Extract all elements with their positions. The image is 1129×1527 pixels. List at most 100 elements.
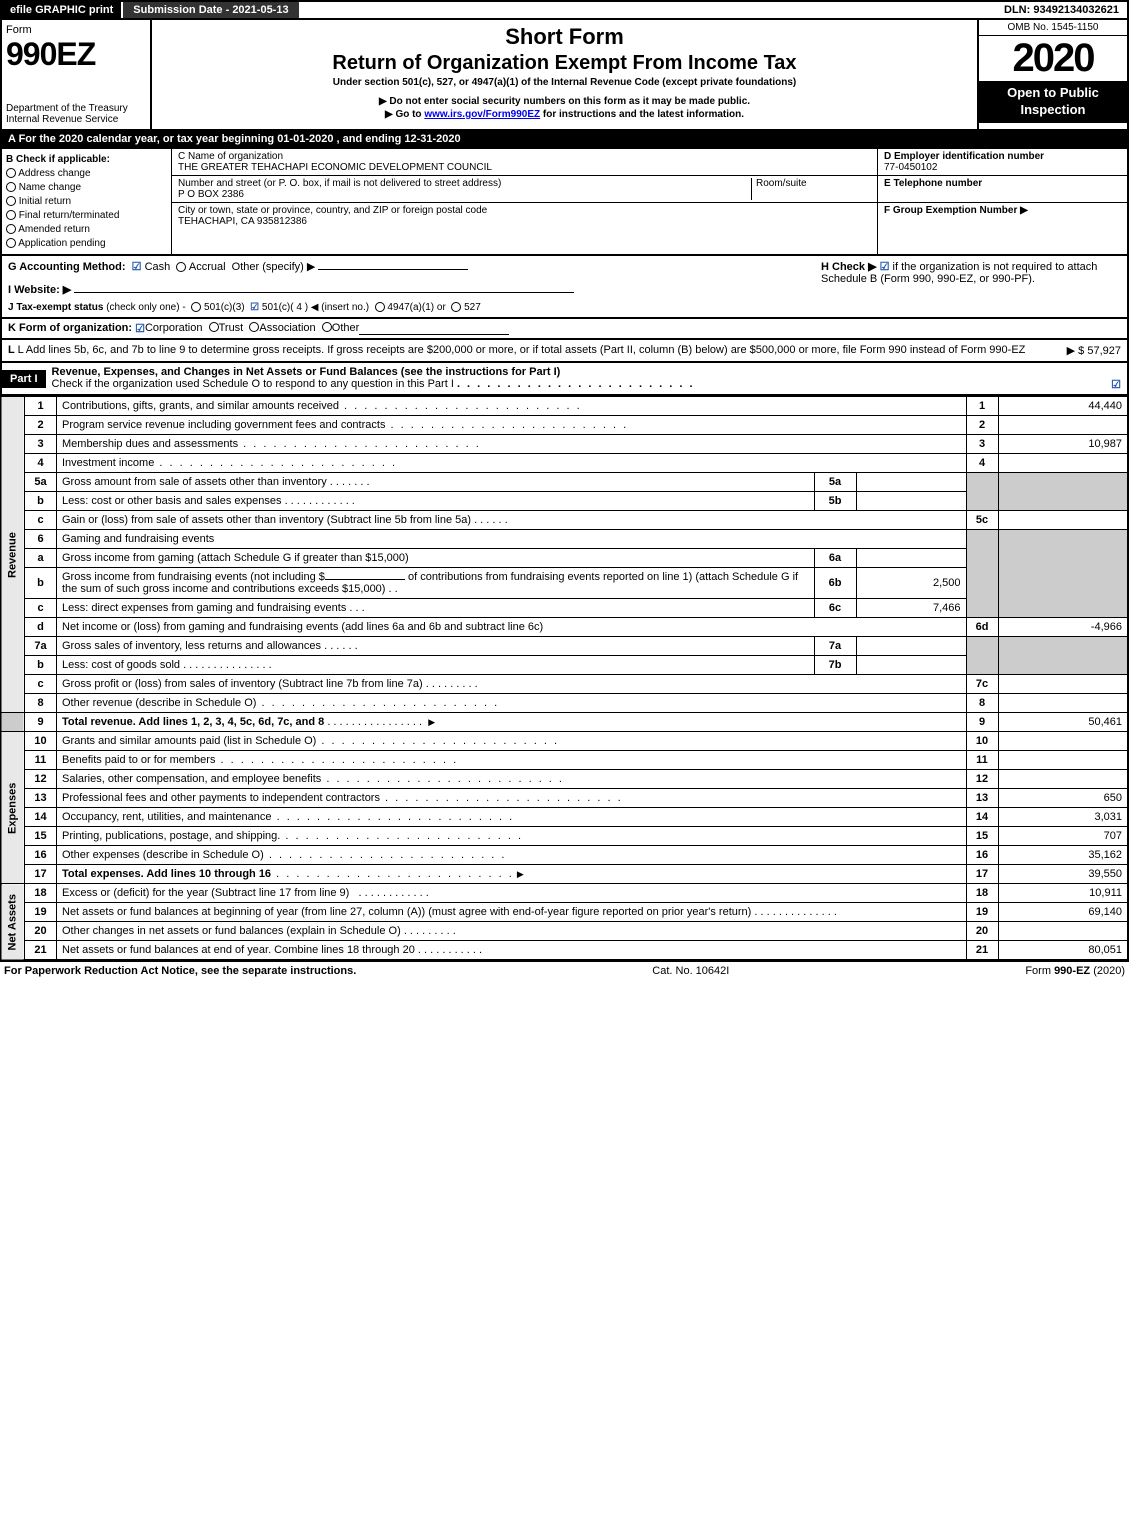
- line-7c-desc: Gross profit or (loss) from sales of inv…: [62, 678, 423, 690]
- cb-trust[interactable]: [209, 322, 219, 332]
- cb-amended-return[interactable]: Amended return: [6, 224, 167, 235]
- line-19-refnum: 19: [966, 903, 998, 922]
- cb-527[interactable]: [451, 302, 461, 312]
- col-d-numbers: D Employer identification number 77-0450…: [877, 149, 1127, 254]
- line-11-desc: Benefits paid to or for members: [62, 754, 215, 766]
- form-title-2: Return of Organization Exempt From Incom…: [156, 52, 973, 75]
- row-l-text: L Add lines 5b, 6c, and 7b to line 9 to …: [18, 344, 1026, 356]
- city-value: TEHACHAPI, CA 935812386: [178, 216, 487, 227]
- cb-4947[interactable]: [375, 302, 385, 312]
- trust-label: Trust: [219, 322, 244, 335]
- line-5b-num: b: [25, 492, 57, 511]
- line-9-refnum: 9: [966, 713, 998, 732]
- cash-label: Cash: [145, 261, 171, 273]
- line-5b-desc: Less: cost or other basis and sales expe…: [62, 495, 282, 507]
- line-6c-num: c: [25, 599, 57, 618]
- submission-date: Submission Date - 2021-05-13: [121, 2, 298, 18]
- line-7b-num: b: [25, 656, 57, 675]
- part-1-title: Revenue, Expenses, and Changes in Net As…: [52, 366, 561, 378]
- cash-checkbox[interactable]: ☑: [132, 261, 142, 273]
- cb-501c3[interactable]: [191, 302, 201, 312]
- line-16-desc: Other expenses (describe in Schedule O): [62, 849, 264, 861]
- association-label: Association: [259, 322, 315, 335]
- website-label: I Website: ▶: [8, 284, 71, 296]
- line-17-desc: Total expenses. Add lines 10 through 16: [62, 868, 271, 880]
- line-3-refnum: 3: [966, 435, 998, 454]
- line-7c-num: c: [25, 675, 57, 694]
- line-2-refnum: 2: [966, 416, 998, 435]
- col-b-checkboxes: B Check if applicable: Address change Na…: [2, 149, 172, 254]
- line-20-num: 20: [25, 922, 57, 941]
- cb-501c[interactable]: ☑: [250, 302, 259, 313]
- line-10-desc: Grants and similar amounts paid (list in…: [62, 735, 316, 747]
- line-13-value: 650: [998, 789, 1128, 808]
- row-l-amount: ▶ $ 57,927: [1067, 344, 1121, 357]
- line-19-value: 69,140: [998, 903, 1128, 922]
- line-15-num: 15: [25, 827, 57, 846]
- cb-final-return[interactable]: Final return/terminated: [6, 210, 167, 221]
- line-15-refnum: 15: [966, 827, 998, 846]
- ssn-warning: ▶ Do not enter social security numbers o…: [156, 96, 973, 107]
- line-14-refnum: 14: [966, 808, 998, 827]
- cb-schedule-b[interactable]: ☑: [880, 261, 890, 273]
- accrual-checkbox[interactable]: [176, 262, 186, 272]
- revenue-side-label: Revenue: [1, 397, 25, 713]
- cb-name-change[interactable]: Name change: [6, 182, 167, 193]
- efile-print-button[interactable]: efile GRAPHIC print: [2, 2, 121, 18]
- line-17-refnum: 17: [966, 865, 998, 884]
- org-name: THE GREATER TEHACHAPI ECONOMIC DEVELOPME…: [178, 162, 871, 173]
- line-17-value: 39,550: [998, 865, 1128, 884]
- line-6b-num: b: [25, 568, 57, 599]
- line-14-num: 14: [25, 808, 57, 827]
- line-5c-value: [998, 511, 1128, 530]
- cb-application-pending[interactable]: Application pending: [6, 238, 167, 249]
- line-10-value: [998, 732, 1128, 751]
- footer-form-ref: Form 990-EZ (2020): [1025, 965, 1125, 977]
- line-6d-desc: Net income or (loss) from gaming and fun…: [62, 621, 543, 633]
- line-13-desc: Professional fees and other payments to …: [62, 792, 380, 804]
- line-8-refnum: 8: [966, 694, 998, 713]
- cb-address-change[interactable]: Address change: [6, 168, 167, 179]
- line-15-value: 707: [998, 827, 1128, 846]
- line-7a-subval: [856, 637, 966, 656]
- group-exemption-label: F Group Exemption Number ▶: [884, 205, 1121, 216]
- ein-label: D Employer identification number: [884, 151, 1121, 162]
- line-12-desc: Salaries, other compensation, and employ…: [62, 773, 321, 785]
- line-5c-refnum: 5c: [966, 511, 998, 530]
- expenses-side-label: Expenses: [1, 732, 25, 884]
- col-c-org-info: C Name of organization THE GREATER TEHAC…: [172, 149, 877, 254]
- line-1-value: 44,440: [998, 397, 1128, 416]
- line-3-value: 10,987: [998, 435, 1128, 454]
- form-header: Form 990EZ Department of the Treasury In…: [0, 20, 1129, 131]
- form-number: 990EZ: [6, 36, 146, 73]
- dept-irs: Internal Revenue Service: [6, 114, 146, 125]
- line-4-num: 4: [25, 454, 57, 473]
- row-a-tax-year: A For the 2020 calendar year, or tax yea…: [0, 131, 1129, 149]
- line-2-num: 2: [25, 416, 57, 435]
- org-name-label: C Name of organization: [178, 151, 871, 162]
- cb-initial-return[interactable]: Initial return: [6, 196, 167, 207]
- irs-link[interactable]: www.irs.gov/Form990EZ: [424, 109, 540, 120]
- line-7a-num: 7a: [25, 637, 57, 656]
- cb-corporation[interactable]: ☑: [135, 322, 145, 335]
- line-6a-desc: Gross income from gaming (attach Schedul…: [62, 552, 409, 564]
- line-5b-subval: [856, 492, 966, 511]
- line-18-num: 18: [25, 884, 57, 903]
- line-14-value: 3,031: [998, 808, 1128, 827]
- cb-association[interactable]: [249, 322, 259, 332]
- telephone-label: E Telephone number: [884, 178, 1121, 189]
- street-label: Number and street (or P. O. box, if mail…: [178, 178, 751, 189]
- other-org-label: Other: [332, 322, 360, 335]
- cb-schedule-o[interactable]: ☑: [1111, 378, 1121, 391]
- line-12-num: 12: [25, 770, 57, 789]
- cb-other-org[interactable]: [322, 322, 332, 332]
- omb-number: OMB No. 1545-1150: [979, 20, 1127, 36]
- line-5c-desc: Gain or (loss) from sale of assets other…: [62, 514, 471, 526]
- line-6-num: 6: [25, 530, 57, 549]
- line-4-desc: Investment income: [62, 457, 154, 469]
- form-title-1: Short Form: [156, 24, 973, 50]
- line-6a-subval: [856, 549, 966, 568]
- line-5a-num: 5a: [25, 473, 57, 492]
- tax-exempt-label: J Tax-exempt status: [8, 302, 103, 313]
- line-10-refnum: 10: [966, 732, 998, 751]
